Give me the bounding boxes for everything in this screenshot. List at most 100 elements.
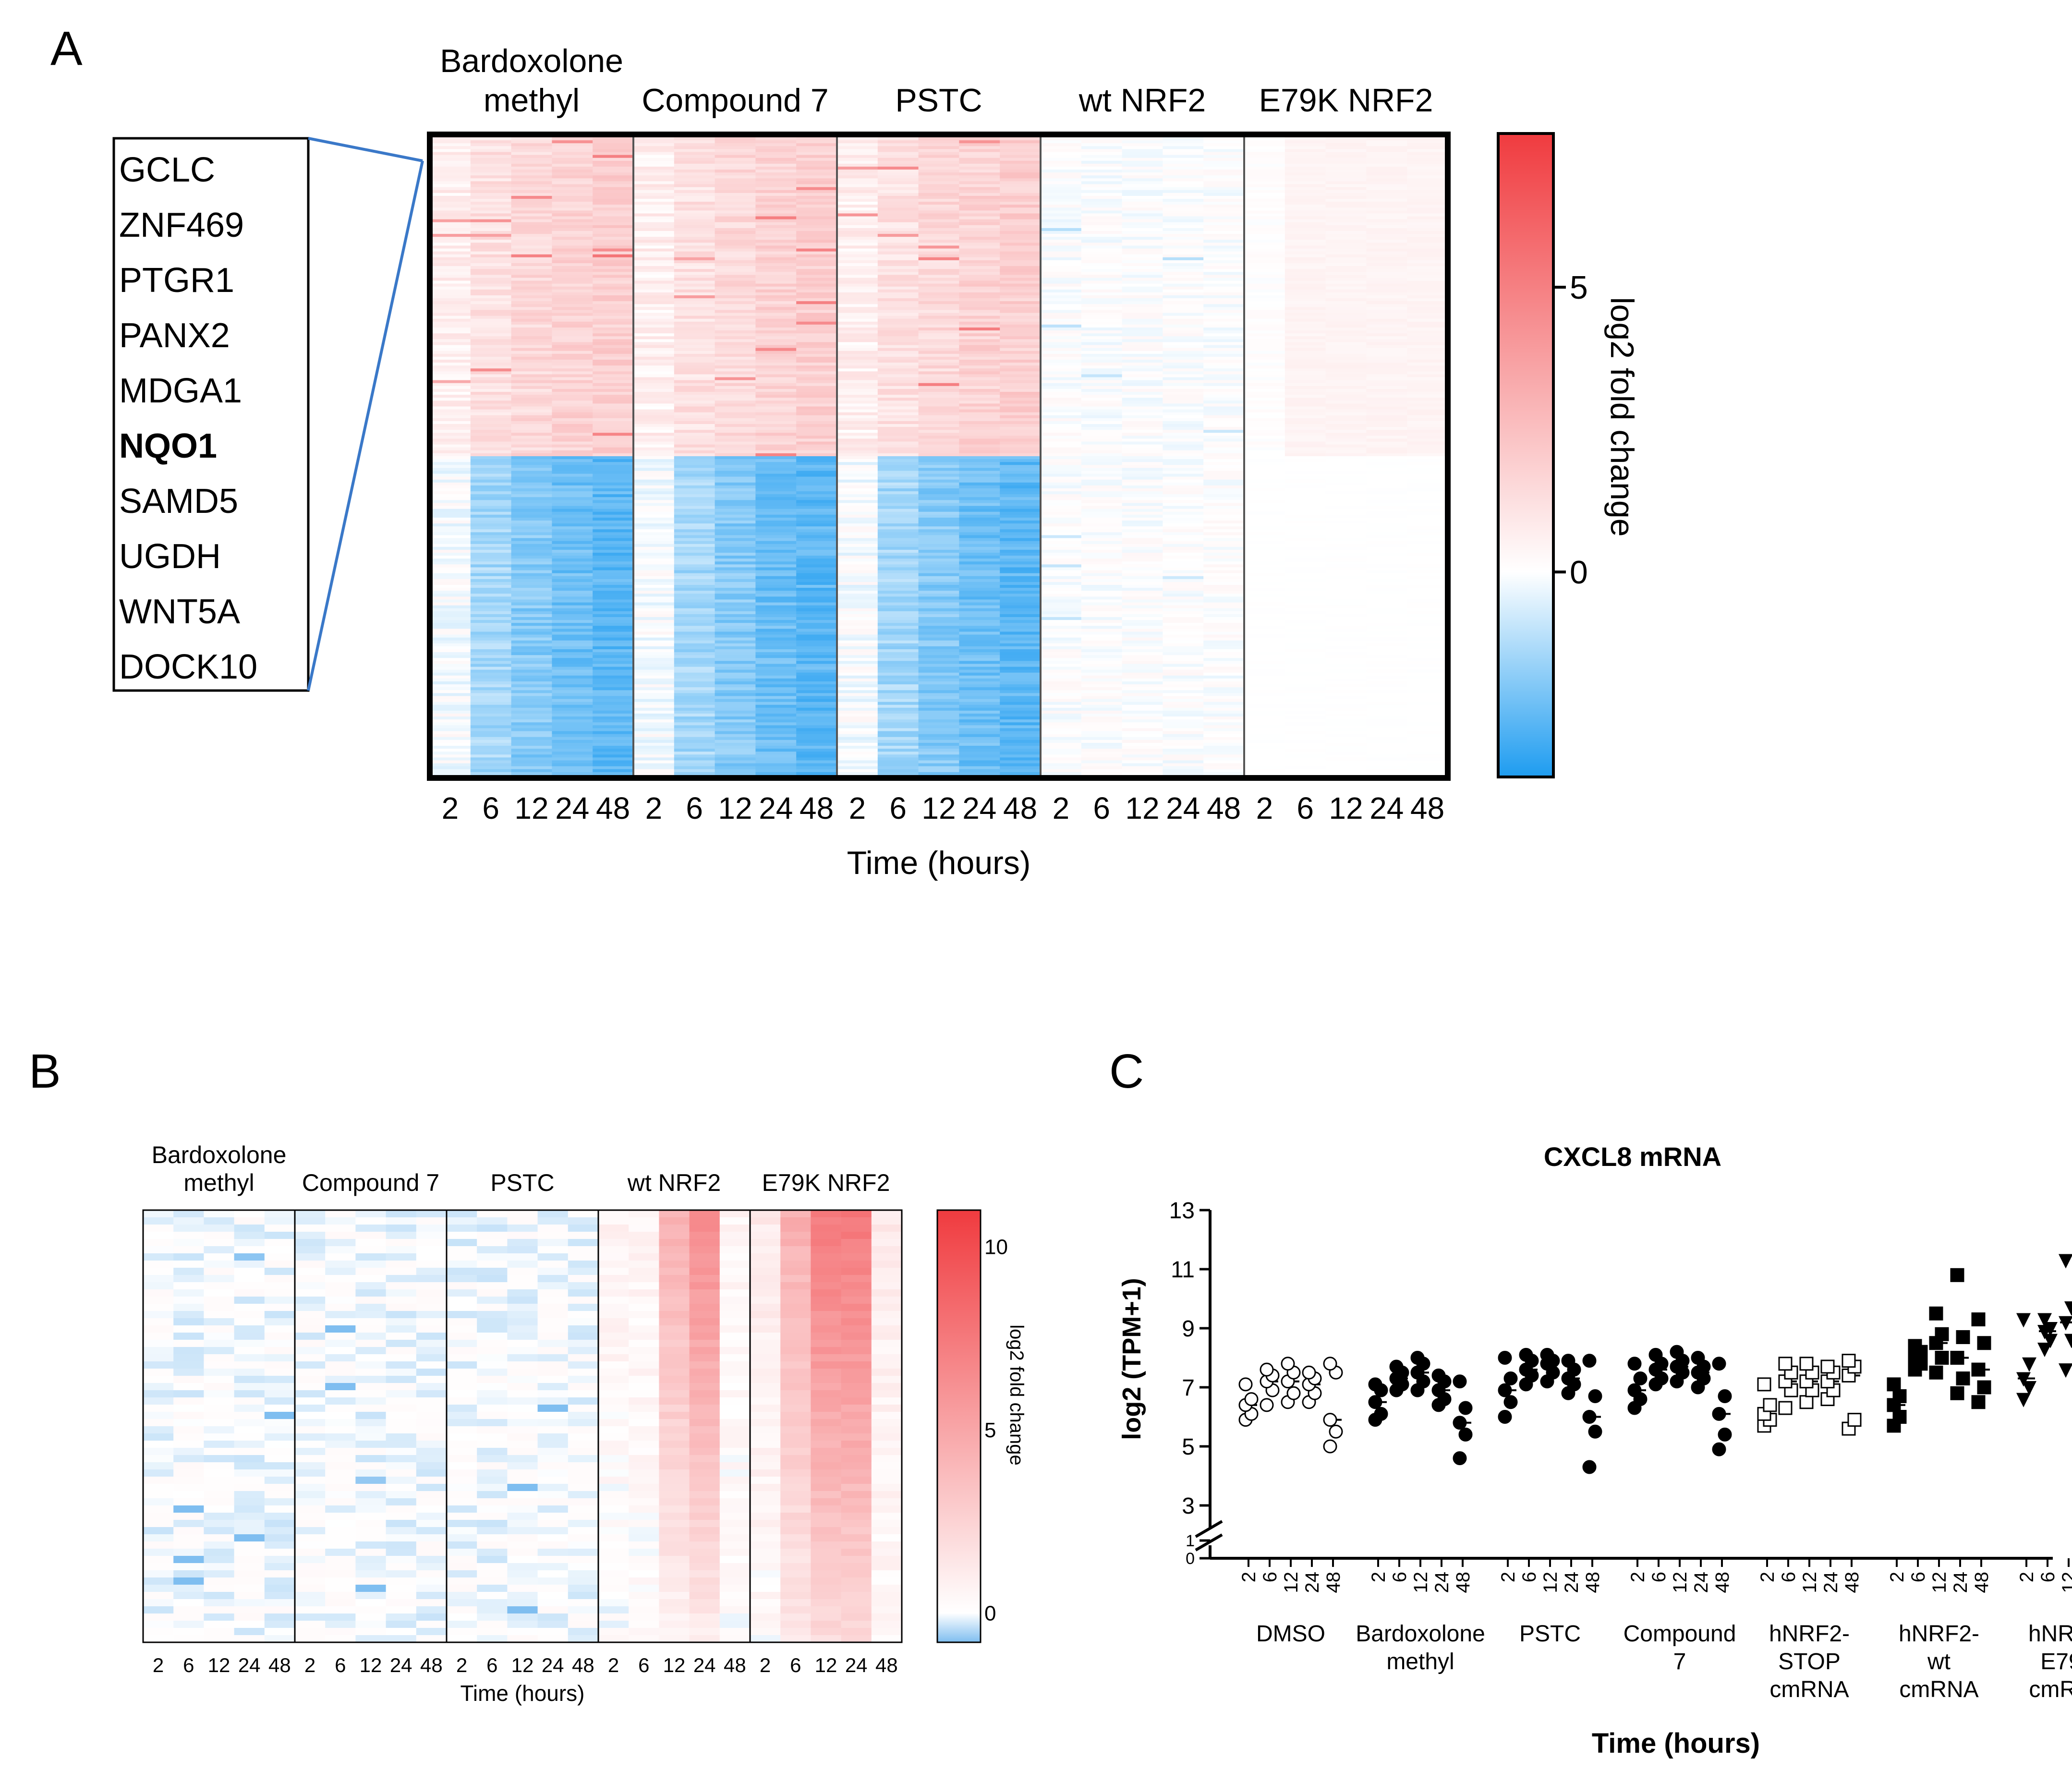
heatmap-cell [470, 471, 512, 474]
heatmap-cell [552, 541, 593, 545]
heatmap-cell [470, 517, 512, 521]
heatmap-cell [1000, 699, 1041, 703]
heatmap-cell [430, 476, 471, 480]
heatmap-cell [1122, 556, 1163, 559]
heatmap-cell [715, 231, 756, 234]
heatmap-cell [1203, 205, 1245, 208]
heatmap-cell [959, 500, 1000, 504]
heatmap-cell [1325, 190, 1367, 194]
heatmap-cell [877, 377, 919, 381]
heatmap-cell [959, 228, 1000, 231]
heatmap-cell [593, 620, 634, 623]
heatmap-cell [430, 222, 471, 226]
heatmap-cell [1081, 275, 1123, 279]
heatmap-cell [430, 734, 471, 738]
heatmap-cell [633, 646, 675, 650]
heatmap-cell [1081, 195, 1123, 199]
heatmap-cell [837, 178, 878, 182]
heatmap-cell [1122, 330, 1163, 334]
heatmap-cell [1325, 283, 1367, 287]
heatmap-cell [552, 678, 593, 682]
heatmap-cell [552, 400, 593, 404]
heatmap-cell [755, 386, 797, 389]
heatmap-cell [1041, 640, 1082, 644]
heatmap-cell [1203, 453, 1245, 457]
heatmap-cell [959, 468, 1000, 472]
heatmap-cell [430, 155, 471, 158]
heatmap-cell [470, 699, 512, 703]
heatmap-cell [1325, 315, 1367, 319]
heatmap-cell [1041, 143, 1082, 146]
heatmap-cell [593, 450, 634, 454]
heatmap-cell [959, 681, 1000, 685]
heatmap-cell [1000, 570, 1041, 574]
heatmap-cell [633, 678, 675, 682]
heatmap-cell [837, 591, 878, 594]
heatmap-cell [470, 722, 512, 726]
heatmap-cell [552, 315, 593, 319]
heatmap-cell [755, 187, 797, 191]
heatmap-cell [470, 313, 512, 316]
heatmap-cell [1163, 388, 1204, 392]
heatmap-cell [796, 152, 837, 156]
heatmap-cell [1081, 714, 1123, 717]
heatmap-cell [715, 620, 756, 623]
heatmap-cell [715, 561, 756, 565]
heatmap-cell [470, 383, 512, 387]
heatmap-cell [1163, 722, 1204, 726]
heatmap-cell [959, 234, 1000, 237]
heatmap-cell [511, 760, 552, 764]
heatmap-cell [1284, 374, 1326, 378]
heatmap-cell [1163, 172, 1204, 176]
heatmap-cell [470, 403, 512, 407]
heatmap-cell [511, 553, 552, 556]
heatmap-cell [1122, 137, 1163, 141]
heatmap-cell [511, 345, 552, 349]
heatmap-cell [430, 556, 471, 559]
heatmap-cell [1000, 395, 1041, 398]
heatmap-cell [877, 292, 919, 296]
heatmap-cell [470, 260, 512, 264]
heatmap-cell [552, 406, 593, 410]
heatmap-cell [796, 757, 837, 761]
heatmap-cell [552, 199, 593, 202]
heatmap-cell [593, 681, 634, 685]
heatmap-cell [633, 517, 675, 521]
heatmap-cell [1284, 667, 1326, 670]
heatmap-cell [877, 731, 919, 735]
heatmap-cell [1122, 699, 1163, 703]
heatmap-cell [796, 301, 837, 304]
heatmap-cell [470, 514, 512, 518]
heatmap-cell [796, 690, 837, 693]
heatmap-cell [1325, 453, 1367, 457]
heatmap-cell [1163, 465, 1204, 468]
heatmap-cell [837, 216, 878, 220]
heatmap-cell [918, 488, 959, 492]
heatmap-cell [430, 599, 471, 603]
heatmap-cell [715, 289, 756, 293]
heatmap-cell [1081, 529, 1123, 533]
heatmap-cell [633, 617, 675, 620]
heatmap-cell [837, 687, 878, 691]
group-label: wt NRF2 [1078, 82, 1206, 119]
heatmap-cell [715, 535, 756, 539]
heatmap-cell [470, 485, 512, 489]
heatmap-cell [1163, 225, 1204, 229]
heatmap-cell [1203, 661, 1245, 665]
heatmap-cell [1041, 181, 1082, 185]
heatmap-cell [593, 205, 634, 208]
heatmap-cell [674, 286, 715, 290]
heatmap-cell [1000, 763, 1041, 767]
heatmap-cell [918, 149, 959, 153]
heatmap-cell [796, 725, 837, 729]
heatmap-cell [1244, 746, 1285, 749]
heatmap-cell [1284, 360, 1326, 363]
heatmap-cell [511, 269, 552, 272]
heatmap-cell [1284, 263, 1326, 267]
heatmap-cell [1163, 193, 1204, 196]
heatmap-cell [959, 421, 1000, 425]
heatmap-cell [430, 292, 471, 296]
heatmap-cell [877, 392, 919, 395]
heatmap-cell [1041, 535, 1082, 539]
heatmap-cell [1081, 245, 1123, 249]
